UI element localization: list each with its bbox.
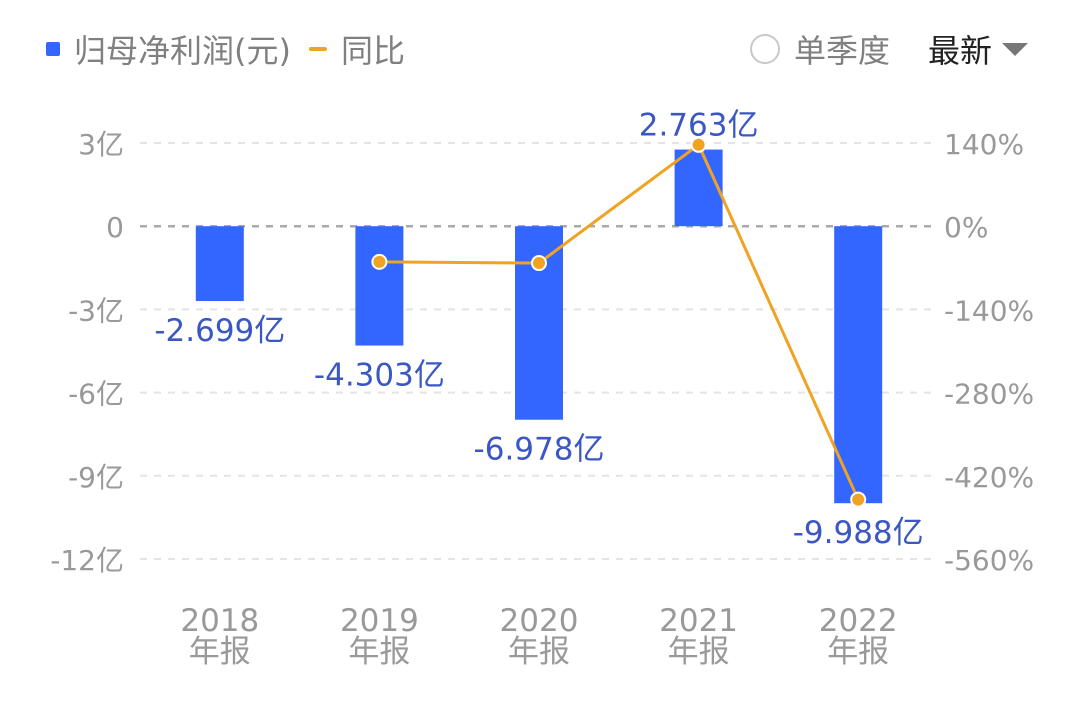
x-tick-label: 年报 (668, 634, 730, 670)
yoy-point (850, 491, 867, 508)
yoy-point (690, 136, 707, 153)
left-tick-label: -3亿 (68, 294, 124, 327)
x-tick-label: 年报 (827, 634, 889, 670)
left-tick-label: 3亿 (78, 128, 124, 161)
x-tick-label: 2018 (180, 603, 259, 639)
x-tick-label: 2021 (659, 603, 738, 639)
left-tick-label: -6亿 (68, 378, 124, 411)
quarter-label[interactable]: 单季度 (793, 32, 890, 70)
right-tick-label: -140% (944, 294, 1034, 327)
bar-value-label: -4.303亿 (314, 358, 445, 394)
x-tick-label: 年报 (348, 634, 410, 670)
legend-bar-swatch (46, 42, 60, 56)
left-tick-label: -12亿 (50, 544, 124, 577)
right-tick-label: 140% (944, 128, 1024, 161)
chevron-down-icon[interactable] (1002, 42, 1028, 56)
latest-dropdown-label[interactable]: 最新 (927, 32, 992, 70)
chart-controls: 单季度 最新 (749, 26, 1028, 72)
bar-value-label: -9.988亿 (793, 515, 924, 551)
bar-value-label: -2.699亿 (154, 313, 285, 349)
yoy-point (371, 253, 388, 270)
x-tick-label: 2019 (340, 603, 419, 639)
legend-line-swatch (308, 47, 327, 51)
x-tick-label: 年报 (189, 634, 251, 670)
chart-legend: 归母净利润(元) 同比 (46, 26, 405, 72)
bar (355, 226, 404, 346)
x-tick-label: 年报 (508, 634, 570, 670)
x-tick-label: 2020 (500, 603, 579, 639)
bar (834, 226, 883, 504)
left-tick-label: 0 (106, 211, 124, 244)
x-tick-label: 2022 (819, 603, 898, 639)
bar (674, 149, 723, 227)
yoy-point (531, 255, 547, 272)
quarter-radio[interactable] (749, 34, 780, 64)
right-tick-label: -420% (944, 461, 1034, 494)
right-tick-label: 0% (944, 211, 988, 244)
legend-item-yoy[interactable]: 同比 (308, 26, 405, 72)
right-tick-label: -280% (944, 378, 1034, 411)
left-tick-label: -9亿 (68, 461, 124, 494)
bar-value-label: -6.978亿 (474, 432, 605, 468)
legend-item-net-profit[interactable]: 归母净利润(元) (46, 26, 291, 72)
legend-label-yoy: 同比 (340, 32, 405, 70)
right-tick-label: -560% (944, 544, 1034, 577)
yoy-line (379, 143, 860, 501)
bar-value-label: 2.763亿 (639, 108, 759, 144)
bar (195, 226, 244, 302)
legend-label-net-profit: 归母净利润(元) (74, 32, 291, 70)
